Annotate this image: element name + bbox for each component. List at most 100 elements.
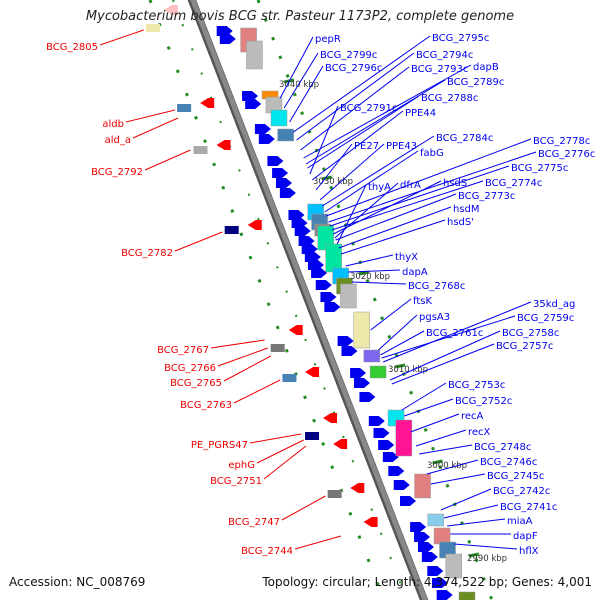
forward-gene-arrow[interactable]	[320, 292, 337, 302]
gene-label-forward[interactable]: BCG_2752c	[455, 396, 512, 407]
gene-label-forward[interactable]: dapB	[473, 62, 499, 73]
forward-gene-arrow[interactable]	[254, 124, 271, 134]
gene-label-forward[interactable]: PPE44	[405, 108, 436, 119]
gene-label-reverse[interactable]: BCG_2765	[170, 378, 222, 389]
forward-gene-arrow[interactable]	[350, 368, 367, 378]
gene-label-reverse[interactable]: BCG_2747	[228, 517, 280, 528]
forward-gene-arrow[interactable]	[311, 268, 328, 278]
gene-label-forward[interactable]: hflX	[519, 546, 539, 557]
forward-gene-arrow[interactable]	[275, 178, 292, 188]
gene-box[interactable]	[414, 473, 431, 499]
forward-gene-arrow[interactable]	[393, 480, 410, 490]
forward-gene-arrow[interactable]	[378, 440, 395, 450]
gene-label-forward[interactable]: BCG_2773c	[458, 191, 515, 202]
forward-gene-arrow[interactable]	[294, 226, 311, 236]
gene-label-forward[interactable]: BCG_2758c	[502, 328, 559, 339]
gene-label-reverse[interactable]: BCG_2766	[164, 363, 216, 374]
gene-label-reverse[interactable]: BCG_2782	[121, 248, 173, 259]
gene-box-reverse[interactable]	[282, 374, 297, 382]
gene-label-forward[interactable]: BCG_2793c	[411, 64, 468, 75]
forward-gene-arrow[interactable]	[341, 346, 358, 356]
reverse-gene-arrow[interactable]	[305, 367, 320, 377]
gene-box-reverse[interactable]	[145, 24, 160, 32]
forward-gene-arrow[interactable]	[298, 236, 315, 246]
gene-label-forward[interactable]: thyX	[395, 252, 418, 263]
gene-box-reverse[interactable]	[224, 226, 239, 234]
gene-label-reverse[interactable]: BCG_2805	[46, 42, 98, 53]
forward-gene-arrow[interactable]	[315, 280, 332, 290]
gene-label-reverse[interactable]: ald_a	[105, 135, 131, 146]
gene-label-forward[interactable]: BCG_2791c	[340, 103, 397, 114]
reverse-gene-arrow[interactable]	[200, 98, 215, 108]
forward-gene-arrow[interactable]	[267, 156, 284, 166]
reverse-gene-arrow[interactable]	[323, 413, 338, 423]
forward-gene-arrow[interactable]	[431, 578, 448, 588]
gene-box[interactable]	[246, 40, 263, 70]
gene-label-forward[interactable]: hsdS'	[447, 217, 474, 228]
forward-gene-arrow[interactable]	[242, 91, 259, 101]
gene-box[interactable]	[363, 349, 381, 363]
gene-box-reverse[interactable]	[327, 490, 342, 498]
gene-label-reverse[interactable]: ephG	[228, 460, 255, 471]
reverse-gene-arrow[interactable]	[288, 325, 303, 335]
reverse-gene-arrow[interactable]	[333, 439, 348, 449]
gene-box[interactable]	[353, 311, 370, 349]
gene-label-forward[interactable]: miaA	[507, 516, 533, 527]
gene-label-forward[interactable]: BCG_2784c	[436, 133, 493, 144]
gene-box-reverse[interactable]	[270, 344, 285, 352]
gene-label-forward[interactable]: pgsA3	[419, 312, 450, 323]
gene-label-forward[interactable]: dapA	[402, 267, 428, 278]
gene-label-forward[interactable]: BCG_2746c	[480, 457, 537, 468]
gene-label-forward[interactable]: BCG_2759c	[517, 313, 574, 324]
gene-box[interactable]	[340, 283, 357, 309]
gene-label-forward[interactable]: recA	[461, 411, 484, 422]
forward-gene-arrow[interactable]	[421, 552, 438, 562]
gene-box[interactable]	[427, 513, 445, 527]
gene-label-forward[interactable]: PPE43	[386, 141, 417, 152]
gene-label-forward[interactable]: BCG_2753c	[448, 380, 505, 391]
forward-gene-arrow[interactable]	[417, 542, 434, 552]
reverse-gene-arrow[interactable]	[363, 517, 378, 527]
gene-label-forward[interactable]: BCG_2788c	[421, 93, 478, 104]
gene-label-forward[interactable]: BCG_2742c	[493, 486, 550, 497]
forward-gene-arrow[interactable]	[359, 392, 376, 402]
gene-box-reverse[interactable]	[305, 432, 320, 440]
gene-label-forward[interactable]: BCG_2778c	[533, 136, 590, 147]
forward-gene-arrow[interactable]	[414, 532, 431, 542]
gene-label-forward[interactable]: BCG_2796c	[325, 63, 382, 74]
forward-gene-arrow[interactable]	[373, 428, 390, 438]
forward-gene-arrow[interactable]	[382, 452, 399, 462]
gene-label-reverse[interactable]: BCG_2792	[91, 167, 143, 178]
forward-gene-arrow[interactable]	[410, 522, 427, 532]
gene-label-forward[interactable]: BCG_2799c	[320, 50, 377, 61]
gene-label-forward[interactable]: BCG_2776c	[538, 149, 595, 160]
gene-label-forward[interactable]: 35kd_ag	[533, 299, 575, 310]
gene-label-forward[interactable]: BCG_2757c	[496, 341, 553, 352]
reverse-gene-arrow[interactable]	[216, 140, 231, 150]
gene-label-forward[interactable]: PE27	[354, 141, 379, 152]
gene-box[interactable]	[458, 591, 476, 600]
forward-gene-arrow[interactable]	[288, 210, 305, 220]
gene-label-forward[interactable]: BCG_2768c	[408, 281, 465, 292]
gene-label-forward[interactable]: thyA	[368, 182, 391, 193]
reverse-gene-arrow[interactable]	[163, 5, 178, 15]
gene-label-reverse[interactable]: PE_PGRS47	[191, 440, 248, 451]
forward-gene-arrow[interactable]	[436, 590, 453, 600]
gene-box[interactable]	[277, 128, 294, 142]
forward-gene-arrow[interactable]	[353, 378, 370, 388]
forward-gene-arrow[interactable]	[258, 134, 275, 144]
gene-label-forward[interactable]: recX	[468, 427, 491, 438]
gene-label-forward[interactable]: pepR	[315, 34, 341, 45]
forward-gene-arrow[interactable]	[272, 168, 289, 178]
gene-label-reverse[interactable]: BCG_2751	[210, 476, 262, 487]
gene-box[interactable]	[369, 365, 387, 379]
forward-gene-arrow[interactable]	[279, 188, 296, 198]
forward-gene-arrow[interactable]	[324, 302, 341, 312]
gene-label-forward[interactable]: BCG_2794c	[416, 50, 473, 61]
gene-label-forward[interactable]: fabG	[420, 148, 444, 159]
forward-gene-arrow[interactable]	[307, 260, 324, 270]
forward-gene-arrow[interactable]	[388, 466, 405, 476]
gene-label-forward[interactable]: BCG_2748c	[474, 442, 531, 453]
gene-box[interactable]	[270, 109, 288, 127]
